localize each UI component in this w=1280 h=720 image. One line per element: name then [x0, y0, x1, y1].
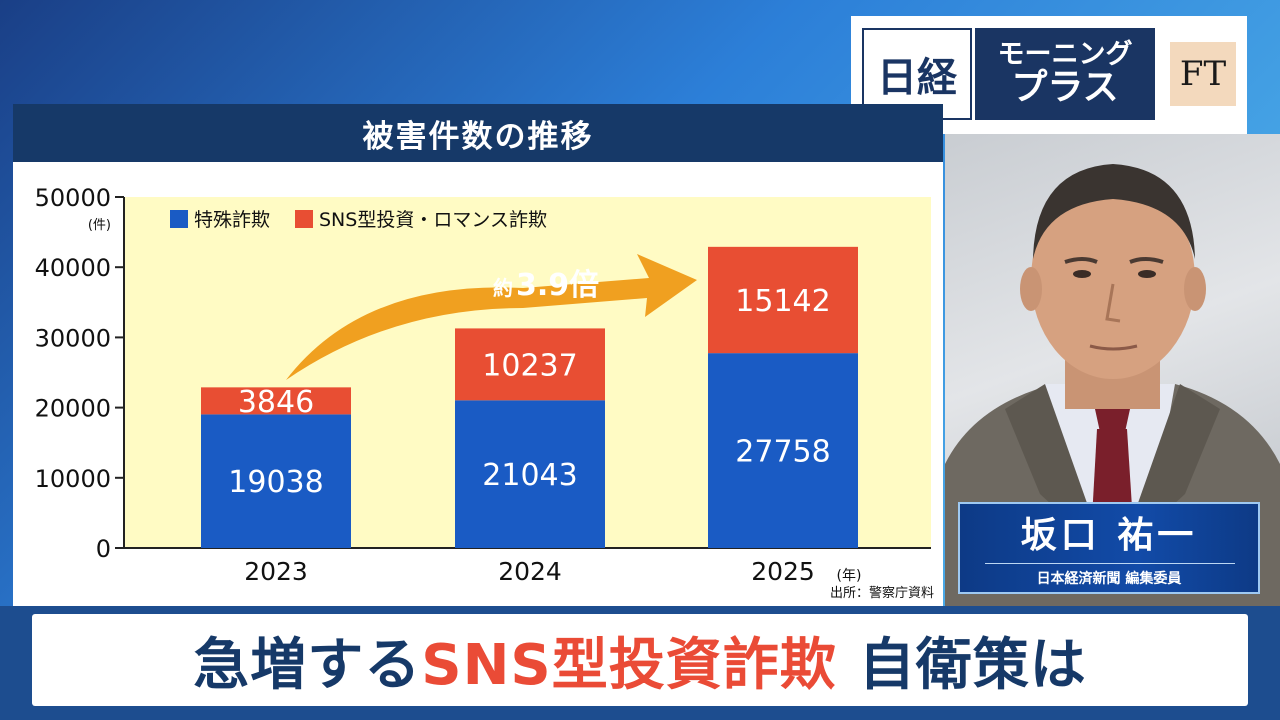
- presenter-role: 日本経済新聞 編集委員: [1036, 571, 1182, 587]
- bar-value-label: 15142: [735, 284, 830, 319]
- show-title-line1: モーニング: [997, 38, 1133, 70]
- headline-part-1: 急増する: [193, 632, 422, 698]
- bar-2025-series-1: [708, 353, 858, 548]
- x-tick-label: 2024: [498, 557, 562, 586]
- chart-title: 被害件数の推移: [13, 104, 943, 162]
- y-tick-label: 30000: [35, 324, 111, 352]
- headline-caption: 急増する SNS型投資詐欺 自衛策は: [32, 614, 1248, 706]
- legend-swatch-1: [170, 210, 188, 228]
- headline-part-3: 自衛策は: [858, 632, 1087, 698]
- bar-2023-series-2: [201, 387, 351, 415]
- source-note: 出所：警察庁資料: [830, 585, 934, 601]
- bar-value-label: 3846: [238, 385, 314, 420]
- show-title-logo: モーニング プラス: [975, 28, 1155, 120]
- presenter-nameplate: [958, 502, 1260, 594]
- nameplate-divider: [985, 563, 1235, 564]
- y-tick-label: 10000: [35, 465, 111, 493]
- growth-arrow: [286, 254, 697, 380]
- bar-value-label: 19038: [228, 465, 323, 500]
- bar-2024-series-1: [455, 400, 605, 548]
- x-unit-label: (年): [837, 568, 862, 584]
- y-tick-label: 0: [96, 535, 111, 563]
- growth-annotation: 約 3.9倍: [493, 268, 599, 303]
- x-tick-label: 2023: [244, 557, 308, 586]
- legend-swatch-2: [295, 210, 313, 228]
- y-unit-label: (件): [88, 218, 111, 233]
- bar-2023-series-1: [201, 414, 351, 548]
- ft-logo: FT: [1170, 42, 1236, 106]
- x-tick-label: 2025: [751, 557, 815, 586]
- bar-value-label: 21043: [482, 458, 577, 493]
- growth-annotation-prefix: 約: [493, 276, 513, 300]
- bar-value-label: 10237: [482, 348, 577, 383]
- presenter-name: 坂口 祐一: [1020, 515, 1198, 556]
- bar-value-label: 27758: [735, 435, 830, 470]
- nikkei-logo: 日経: [862, 28, 972, 120]
- headline-part-2: SNS型投資詐欺: [421, 632, 837, 698]
- growth-annotation-value: 3.9倍: [516, 268, 599, 303]
- bar-2024-series-2: [455, 328, 605, 401]
- legend-label-1: 特殊詐欺: [194, 209, 270, 231]
- stacked-bar-chart: 0 10000 20000 30000 40000 50000 (件) 19038 3846 20…: [35, 184, 934, 601]
- bar-2025-series-2: [708, 246, 858, 354]
- y-tick-label: 40000: [35, 254, 111, 282]
- y-tick-label: 20000: [35, 395, 111, 423]
- legend-label-2: SNS型投資・ロマンス詐欺: [319, 209, 547, 231]
- show-title-line2: プラス: [1011, 67, 1119, 109]
- y-tick-label: 50000: [35, 184, 111, 212]
- chart-panel: 0 10000 20000 30000 40000 50000 (件) 19038 3846 20…: [13, 162, 943, 606]
